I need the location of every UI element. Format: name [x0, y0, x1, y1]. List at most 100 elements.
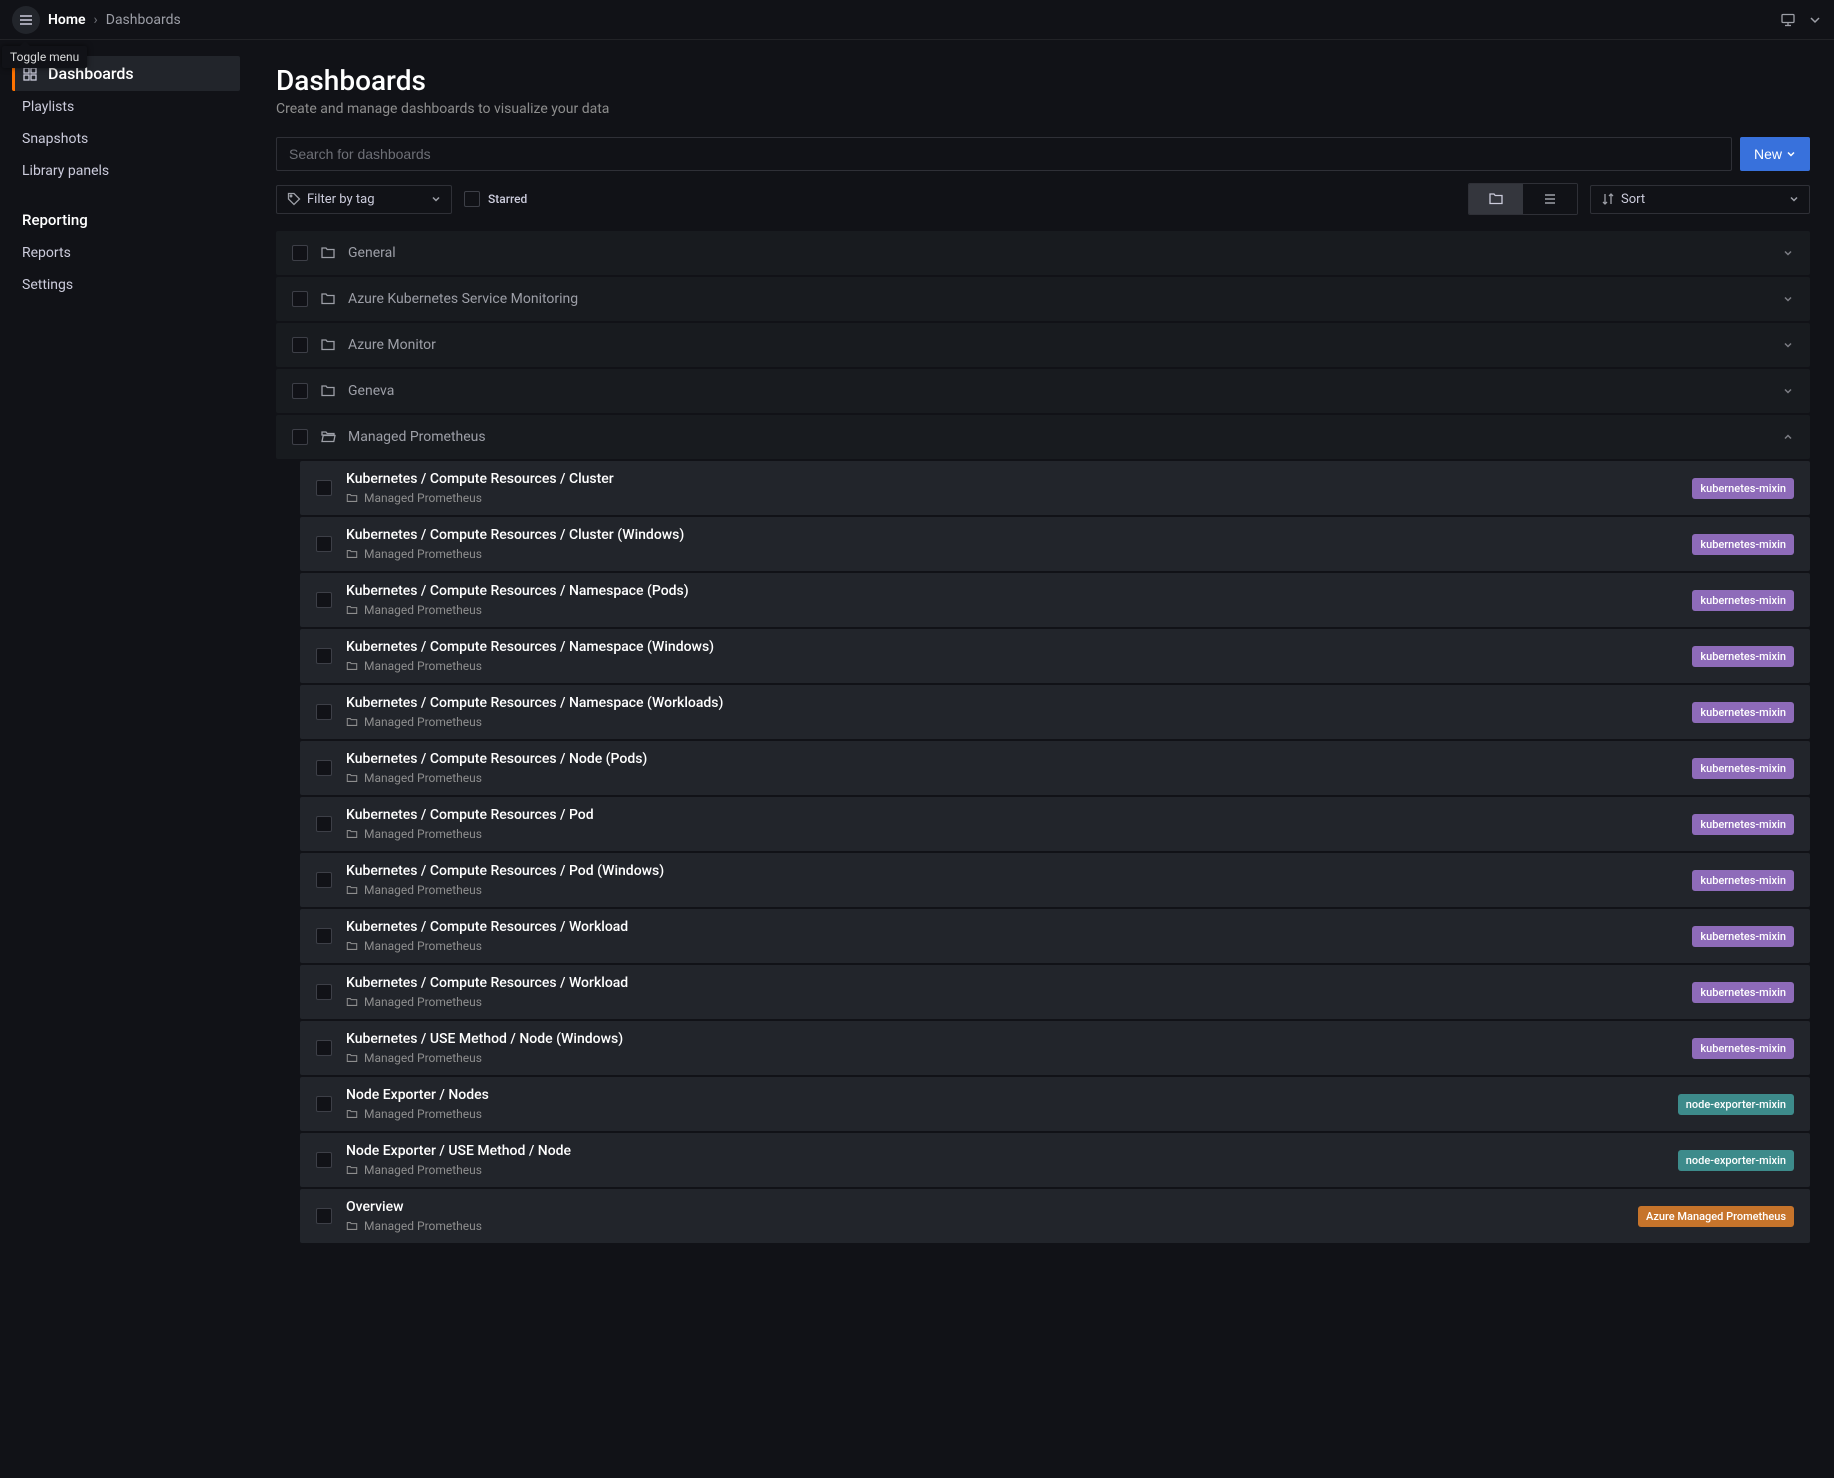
sidebar-item-label: Snapshots: [22, 131, 88, 147]
dashboard-folder: Managed Prometheus: [346, 547, 1678, 561]
dashboard-folder: Managed Prometheus: [346, 1051, 1678, 1065]
sidebar-item-reports[interactable]: Reports: [12, 237, 240, 269]
dashboard-title[interactable]: Node Exporter / USE Method / Node: [346, 1143, 1664, 1159]
dashboard-title[interactable]: Node Exporter / Nodes: [346, 1087, 1664, 1103]
dashboard-title[interactable]: Kubernetes / Compute Resources / Cluster: [346, 471, 1678, 487]
dashboard-folder: Managed Prometheus: [346, 491, 1678, 505]
dashboard-checkbox[interactable]: [316, 648, 332, 664]
dashboard-tag[interactable]: node-exporter-mixin: [1678, 1150, 1794, 1171]
dashboard-checkbox[interactable]: [316, 704, 332, 720]
folder-checkbox[interactable]: [292, 245, 308, 261]
dashboard-tag[interactable]: kubernetes-mixin: [1692, 534, 1794, 555]
dashboard-title[interactable]: Kubernetes / Compute Resources / Workloa…: [346, 919, 1678, 935]
folder-icon: [320, 383, 336, 399]
dashboard-tag[interactable]: kubernetes-mixin: [1692, 814, 1794, 835]
dashboard-checkbox[interactable]: [316, 1152, 332, 1168]
folder-row[interactable]: Azure Kubernetes Service Monitoring: [276, 277, 1810, 321]
dashboard-row: Kubernetes / USE Method / Node (Windows)…: [300, 1021, 1810, 1075]
view-folders-button[interactable]: [1469, 184, 1523, 214]
dashboard-tag[interactable]: kubernetes-mixin: [1692, 1038, 1794, 1059]
search-input[interactable]: [276, 137, 1732, 171]
dashboard-checkbox[interactable]: [316, 872, 332, 888]
dashboard-row: Kubernetes / Compute Resources / Workloa…: [300, 965, 1810, 1019]
dashboard-tag[interactable]: kubernetes-mixin: [1692, 926, 1794, 947]
sidebar-item-settings[interactable]: Settings: [12, 269, 240, 301]
folder-checkbox[interactable]: [292, 337, 308, 353]
menu-toggle-button[interactable]: [12, 6, 40, 34]
folder-label: Managed Prometheus: [348, 429, 1770, 445]
dashboard-tag[interactable]: kubernetes-mixin: [1692, 702, 1794, 723]
chevron-down-icon: [1782, 247, 1794, 259]
starred-label: Starred: [488, 192, 527, 206]
chevron-down-icon: [1782, 385, 1794, 397]
dashboard-tag[interactable]: kubernetes-mixin: [1692, 590, 1794, 611]
dashboard-tag[interactable]: kubernetes-mixin: [1692, 870, 1794, 891]
folder-row[interactable]: Geneva: [276, 369, 1810, 413]
breadcrumb: Home › Dashboards: [48, 12, 181, 28]
dashboard-title[interactable]: Kubernetes / Compute Resources / Cluster…: [346, 527, 1678, 543]
folder-checkbox[interactable]: [292, 383, 308, 399]
dashboard-title[interactable]: Kubernetes / Compute Resources / Node (P…: [346, 751, 1678, 767]
dashboard-title[interactable]: Overview: [346, 1199, 1624, 1215]
dashboard-checkbox[interactable]: [316, 760, 332, 776]
folder-label: Azure Monitor: [348, 337, 1770, 353]
dashboard-folder: Managed Prometheus: [346, 995, 1678, 1009]
dashboard-checkbox[interactable]: [316, 816, 332, 832]
dashboard-checkbox[interactable]: [316, 592, 332, 608]
folder-row[interactable]: Managed Prometheus: [276, 415, 1810, 459]
dashboard-folder: Managed Prometheus: [346, 1219, 1624, 1233]
page-title: Dashboards: [276, 64, 1810, 97]
breadcrumb-home[interactable]: Home: [48, 12, 86, 28]
dashboard-checkbox[interactable]: [316, 480, 332, 496]
chevron-down-icon: [1789, 194, 1799, 204]
sidebar-item-playlists[interactable]: Playlists: [12, 91, 240, 123]
new-button[interactable]: New: [1740, 137, 1810, 171]
dashboard-checkbox[interactable]: [316, 928, 332, 944]
dashboard-folder: Managed Prometheus: [346, 1163, 1664, 1177]
dashboard-checkbox[interactable]: [316, 1040, 332, 1056]
dashboard-title[interactable]: Kubernetes / Compute Resources / Namespa…: [346, 583, 1678, 599]
chevron-down-icon[interactable]: [1808, 13, 1822, 27]
folder-label: General: [348, 245, 1770, 261]
sidebar-item-label: Reports: [22, 245, 71, 261]
chevron-up-icon: [1782, 431, 1794, 443]
dashboard-title[interactable]: Kubernetes / Compute Resources / Pod (Wi…: [346, 863, 1678, 879]
filter-by-tag-select[interactable]: Filter by tag: [276, 185, 452, 214]
tag-icon: [287, 192, 301, 206]
dashboard-checkbox[interactable]: [316, 536, 332, 552]
folder-row[interactable]: General: [276, 231, 1810, 275]
dashboard-title[interactable]: Kubernetes / Compute Resources / Namespa…: [346, 639, 1678, 655]
dashboard-title[interactable]: Kubernetes / Compute Resources / Pod: [346, 807, 1678, 823]
dashboard-tag[interactable]: kubernetes-mixin: [1692, 982, 1794, 1003]
dashboard-tag[interactable]: kubernetes-mixin: [1692, 646, 1794, 667]
dashboard-tag[interactable]: kubernetes-mixin: [1692, 478, 1794, 499]
sidebar-item-label: Playlists: [22, 99, 74, 115]
monitor-icon[interactable]: [1780, 12, 1796, 28]
dashboard-row: Overview Managed Prometheus Azure Managed …: [300, 1189, 1810, 1243]
dashboard-title[interactable]: Kubernetes / USE Method / Node (Windows): [346, 1031, 1678, 1047]
view-list-button[interactable]: [1523, 184, 1577, 214]
dashboard-title[interactable]: Kubernetes / Compute Resources / Namespa…: [346, 695, 1678, 711]
dashboard-folder: Managed Prometheus: [346, 715, 1678, 729]
dashboard-row: Kubernetes / Compute Resources / Namespa…: [300, 685, 1810, 739]
dashboard-folder: Managed Prometheus: [346, 659, 1678, 673]
dashboard-tag[interactable]: kubernetes-mixin: [1692, 758, 1794, 779]
dashboard-checkbox[interactable]: [316, 1096, 332, 1112]
dashboard-checkbox[interactable]: [316, 1208, 332, 1224]
sidebar-item-snapshots[interactable]: Snapshots: [12, 123, 240, 155]
folder-row[interactable]: Azure Monitor: [276, 323, 1810, 367]
folder-icon: [320, 337, 336, 353]
dashboard-tag[interactable]: node-exporter-mixin: [1678, 1094, 1794, 1115]
filter-by-tag-label: Filter by tag: [307, 192, 375, 207]
dashboard-tag[interactable]: Azure Managed Prometheus: [1638, 1206, 1794, 1227]
folder-checkbox[interactable]: [292, 291, 308, 307]
sidebar-item-library-panels[interactable]: Library panels: [12, 155, 240, 187]
starred-checkbox[interactable]: [464, 191, 480, 207]
sort-label: Sort: [1621, 192, 1645, 207]
folder-label: Geneva: [348, 383, 1770, 399]
dashboard-folder: Managed Prometheus: [346, 1107, 1664, 1121]
sort-select[interactable]: Sort: [1590, 185, 1810, 214]
folder-checkbox[interactable]: [292, 429, 308, 445]
dashboard-checkbox[interactable]: [316, 984, 332, 1000]
dashboard-title[interactable]: Kubernetes / Compute Resources / Workloa…: [346, 975, 1678, 991]
